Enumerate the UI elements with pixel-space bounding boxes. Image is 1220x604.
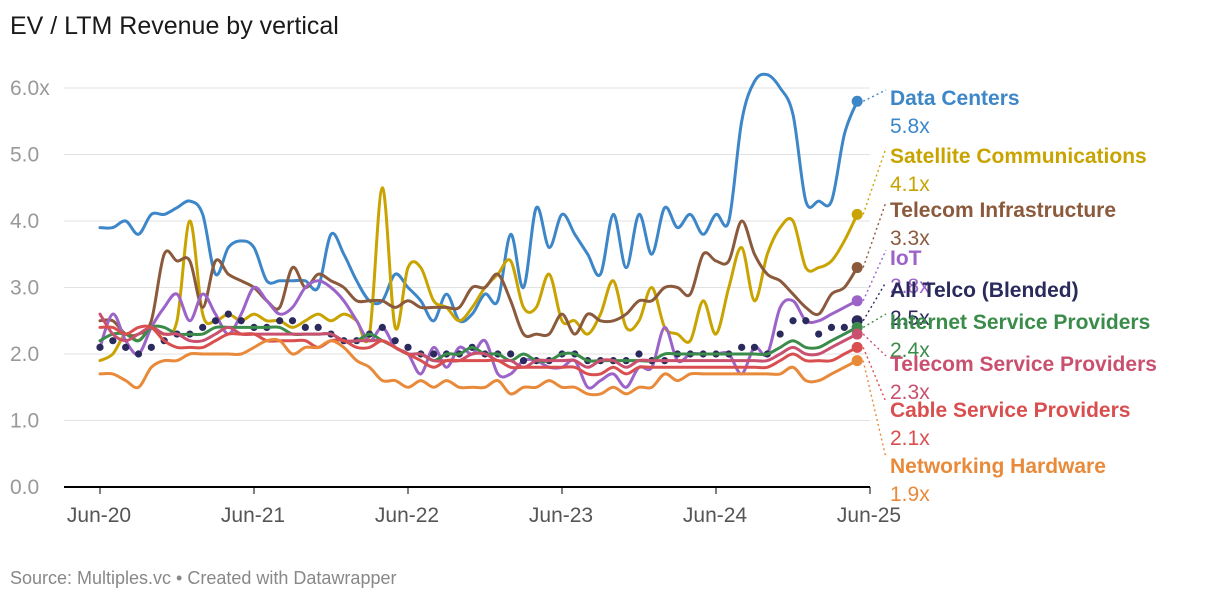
x-tick-label: Jun-24 bbox=[683, 504, 748, 527]
label-connectors bbox=[862, 89, 887, 459]
y-tick-label: 1.0 bbox=[10, 410, 39, 433]
series-line-cable-service-providers bbox=[98, 324, 859, 377]
y-tick-label: 3.0 bbox=[10, 277, 39, 300]
series-point-all-telco-blended bbox=[840, 323, 848, 331]
label-connector-cable-service-providers bbox=[862, 347, 887, 403]
series-point-all-telco-blended bbox=[738, 343, 746, 351]
series-label-internet-service-providers: Internet Service Providers bbox=[890, 311, 1150, 334]
y-tick-label: 4.0 bbox=[10, 210, 39, 233]
series-point-all-telco-blended bbox=[378, 323, 386, 331]
series-endpoint-iot bbox=[851, 295, 863, 307]
series-endpoint-telecom-service-providers bbox=[851, 328, 863, 340]
series-label-iot: IoT bbox=[890, 247, 922, 270]
y-tick-label: 6.0x bbox=[10, 77, 50, 100]
series-point-all-telco-blended bbox=[122, 343, 130, 351]
series-value-networking-hardware: 1.9x bbox=[890, 483, 930, 506]
series-point-all-telco-blended bbox=[430, 350, 438, 358]
series-value-telecom-infrastructure: 3.3x bbox=[890, 227, 930, 250]
series-point-all-telco-blended bbox=[635, 350, 643, 358]
series-endpoint-data-centers bbox=[851, 95, 863, 107]
series-label-data-centers: Data Centers bbox=[890, 87, 1020, 110]
series-endpoint-cable-service-providers bbox=[851, 341, 863, 353]
series-point-all-telco-blended bbox=[237, 317, 245, 325]
series-line-satellite-communications bbox=[98, 186, 859, 363]
series-point-all-telco-blended bbox=[404, 343, 412, 351]
series-point-all-telco-blended bbox=[750, 343, 759, 351]
label-connector-iot bbox=[862, 249, 887, 302]
series-labels: Data Centers 5.8x Satellite Communications… bbox=[890, 87, 1157, 506]
series-line-telecom-infrastructure bbox=[98, 219, 859, 339]
series-point-all-telco-blended bbox=[519, 357, 528, 365]
y-tick-label: 2.0 bbox=[10, 343, 39, 366]
series-endpoint-satellite-communications bbox=[851, 208, 863, 220]
y-tick-label: 0.0 bbox=[10, 476, 39, 499]
series-point-all-telco-blended bbox=[276, 317, 284, 325]
chart-title: EV / LTM Revenue by vertical bbox=[10, 12, 339, 40]
series-label-cable-service-providers: Cable Service Providers bbox=[890, 399, 1130, 422]
series-point-all-telco-blended bbox=[288, 317, 297, 325]
series-point-all-telco-blended bbox=[211, 317, 220, 325]
series-point-all-telco-blended bbox=[301, 323, 309, 331]
series-label-telecom-infrastructure: Telecom Infrastructure bbox=[890, 199, 1116, 222]
label-connector-networking-hardware bbox=[862, 360, 887, 459]
x-axis-ticks: Jun-20 Jun-21 Jun-22 Jun-23 Jun-24 Jun-25 bbox=[67, 487, 901, 527]
series-value-data-centers: 5.8x bbox=[890, 115, 930, 138]
x-tick-label: Jun-21 bbox=[221, 504, 285, 527]
series-point-all-telco-blended bbox=[314, 323, 322, 331]
series-point-all-telco-blended bbox=[391, 337, 399, 345]
label-connector-data-centers bbox=[862, 89, 887, 102]
series-endpoint-telecom-infrastructure bbox=[851, 262, 863, 274]
series-lines bbox=[96, 72, 861, 397]
series-point-all-telco-blended bbox=[507, 350, 515, 358]
series-line-data-centers bbox=[98, 72, 859, 324]
series-point-all-telco-blended bbox=[815, 330, 823, 338]
label-connector-telecom-service-providers bbox=[862, 333, 887, 357]
series-point-all-telco-blended bbox=[147, 343, 155, 351]
x-tick-label: Jun-25 bbox=[837, 504, 901, 527]
series-point-all-telco-blended bbox=[199, 323, 207, 331]
series-line-telecom-service-providers bbox=[98, 312, 859, 369]
series-value-iot: 2.8x bbox=[890, 275, 930, 298]
series-value-internet-service-providers: 2.4x bbox=[890, 339, 930, 362]
series-label-networking-hardware: Networking Hardware bbox=[890, 455, 1106, 478]
series-label-all-telco-blended: All Telco (Blended) bbox=[890, 279, 1079, 302]
series-point-all-telco-blended bbox=[109, 337, 117, 345]
series-value-satellite-communications: 4.1x bbox=[890, 173, 930, 196]
series-value-all-telco-blended: 2.5x bbox=[890, 307, 930, 330]
y-axis-ticks: 0.0 1.0 2.0 3.0 4.0 5.0 6.0x bbox=[10, 77, 50, 499]
x-tick-label: Jun-20 bbox=[67, 504, 131, 527]
x-tick-label: Jun-22 bbox=[375, 504, 439, 527]
series-value-cable-service-providers: 2.1x bbox=[890, 427, 930, 450]
series-point-all-telco-blended bbox=[96, 343, 104, 351]
source-credit: Source: Multiples.vc • Created with Data… bbox=[10, 568, 397, 588]
series-point-all-telco-blended bbox=[802, 317, 810, 325]
label-connector-telecom-infrastructure bbox=[862, 201, 887, 268]
y-tick-label: 5.0 bbox=[10, 144, 39, 167]
series-point-all-telco-blended bbox=[134, 350, 143, 358]
label-connector-satellite-communications bbox=[862, 147, 887, 215]
series-line-networking-hardware bbox=[98, 337, 859, 397]
series-value-telecom-service-providers: 2.3x bbox=[890, 381, 930, 404]
series-point-all-telco-blended bbox=[789, 317, 797, 325]
series-point-all-telco-blended bbox=[224, 310, 232, 318]
series-endpoint-networking-hardware bbox=[851, 355, 863, 367]
series-label-telecom-service-providers: Telecom Service Providers bbox=[890, 353, 1157, 376]
x-tick-label: Jun-23 bbox=[529, 504, 593, 527]
series-point-all-telco-blended bbox=[776, 330, 784, 338]
series-endpoints bbox=[851, 95, 863, 367]
series-label-satellite-communications: Satellite Communications bbox=[890, 145, 1147, 168]
series-point-all-telco-blended bbox=[827, 323, 836, 331]
